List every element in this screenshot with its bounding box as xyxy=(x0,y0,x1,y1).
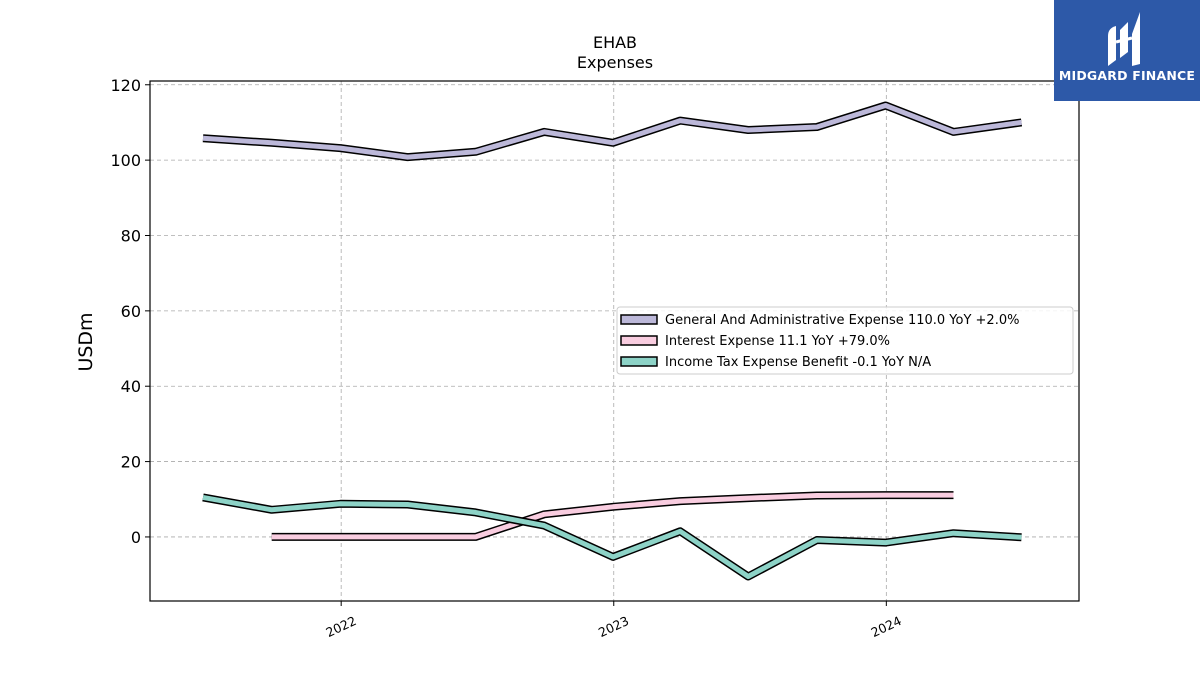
plot-frame xyxy=(149,80,1080,602)
brand-name: MIDGARD FINANCE xyxy=(1058,68,1196,83)
series-layer xyxy=(202,101,1023,581)
series-line xyxy=(202,103,1022,160)
series-line xyxy=(202,494,1022,579)
brand-mark-icon xyxy=(1108,12,1140,66)
brand-logo: MIDGARD FINANCE xyxy=(1054,0,1200,101)
legend: General And Administrative Expense 110.0… xyxy=(616,306,1074,375)
legend-label: Interest Expense 11.1 YoY +79.0% xyxy=(665,334,890,349)
x-axis: 2022 2023 2024 xyxy=(323,601,904,640)
y-tick-label: 60 xyxy=(121,302,141,321)
y-tick-label: 100 xyxy=(110,151,141,170)
y-axis-label: USDm xyxy=(75,312,97,371)
x-tick-label: 2022 xyxy=(323,613,358,640)
series-interest-expense xyxy=(271,491,954,541)
legend-swatch xyxy=(620,356,658,367)
legend-label: Income Tax Expense Benefit -0.1 YoY N/A xyxy=(665,355,931,370)
y-axis: 0 20 40 60 80 100 120 xyxy=(110,76,150,547)
y-tick-label: 80 xyxy=(121,226,141,245)
legend-label: General And Administrative Expense 110.0… xyxy=(665,313,1019,328)
series-general-and xyxy=(202,101,1023,162)
legend-swatch xyxy=(620,335,658,346)
legend-box xyxy=(616,306,1074,375)
chart-subtitle: Expenses xyxy=(577,53,653,72)
series-income-tax xyxy=(202,493,1022,581)
x-tick-label: 2024 xyxy=(869,613,904,640)
series-line xyxy=(271,492,954,540)
y-tick-label: 0 xyxy=(131,528,141,547)
chart-title: EHAB xyxy=(593,33,637,52)
legend-swatch xyxy=(620,314,658,325)
y-tick-label: 40 xyxy=(121,377,141,396)
grid xyxy=(150,81,1079,601)
y-tick-label: 20 xyxy=(121,453,141,472)
y-tick-label: 120 xyxy=(110,76,141,95)
x-tick-label: 2023 xyxy=(596,613,631,640)
